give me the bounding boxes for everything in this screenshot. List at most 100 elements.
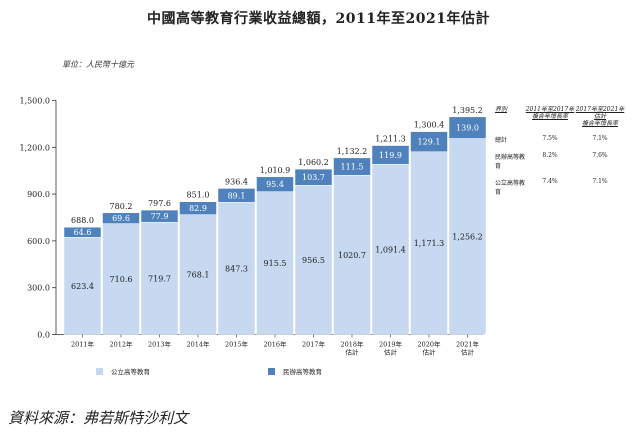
x-tick-label: 估計 — [346, 348, 360, 357]
x-tick-label: 2014年 — [186, 340, 210, 349]
x-tick-label: 估計 — [461, 348, 475, 357]
x-tick-label: 2016年 — [263, 340, 287, 349]
bar-private-label: 103.7 — [302, 173, 325, 182]
legend-private: 民辦高等教育 — [268, 366, 322, 376]
bar-public-label: 915.5 — [264, 259, 287, 268]
bar-public-label: 1,256.2 — [452, 233, 483, 242]
bar-public — [140, 221, 179, 335]
bar-private-label: 139.0 — [456, 124, 479, 133]
bar-private-label: 64.6 — [74, 228, 92, 237]
bar-total-label: 1,211.3 — [375, 135, 406, 144]
bar-public-label: 719.7 — [148, 274, 171, 283]
growth-row-cagr-b: 7.6% — [592, 152, 608, 159]
bar-public-label: 1,171.3 — [414, 239, 445, 248]
x-tick-label: 2017年 — [302, 340, 326, 349]
legend-private-label: 民辦高等教育 — [283, 368, 322, 376]
bar-private-label: 95.4 — [266, 180, 284, 189]
growth-header-line: 複合年增長率 — [531, 113, 568, 120]
bar-private-label: 119.9 — [379, 151, 402, 160]
bar-private-label: 77.9 — [151, 212, 169, 221]
legend-private-swatch — [268, 367, 275, 375]
growth-row-public: 公立高等教育 7.4% 7.1% — [495, 178, 625, 196]
x-tick-label: 2019年 — [379, 340, 403, 349]
legend-public-label: 公立高等教育 — [111, 368, 150, 376]
chart-title: 中國高等教育行業收益總額，2011年至2021年估計 — [147, 11, 490, 27]
bar-total-label: 1,060.2 — [298, 158, 329, 167]
bar-private — [371, 145, 410, 165]
bar-private — [140, 209, 179, 223]
x-tick-label: 2011年 — [71, 340, 95, 349]
bar-public — [217, 202, 256, 335]
growth-row-total: 總計 7.5% 7.1% — [495, 135, 625, 144]
bar-private — [63, 226, 102, 238]
growth-table-header: 界別 2011年至2017年 複合年增長率 2017年至2021年估計 複合年增… — [495, 106, 625, 127]
bar-total-label: 688.0 — [71, 216, 94, 225]
growth-row-cagr-b: 7.1% — [592, 178, 608, 185]
unit-label: 單位：人民幣十億元 — [62, 60, 134, 69]
bar-private — [256, 176, 294, 192]
bar-public-label: 847.3 — [225, 264, 248, 273]
bar-public-label: 1,091.4 — [375, 245, 406, 254]
bar-public — [333, 175, 371, 335]
x-tick-label: 2018年 — [340, 340, 364, 349]
bar-private-label: 82.9 — [189, 204, 207, 213]
bar-public — [63, 236, 102, 335]
bar-total-label: 797.6 — [148, 199, 171, 208]
bar-public — [256, 191, 294, 335]
bar-private — [410, 131, 448, 153]
bar-private — [294, 168, 333, 186]
bar-public — [448, 138, 487, 335]
bar-public-label: 956.5 — [302, 256, 325, 265]
growth-table: 界別 2011年至2017年 複合年增長率 2017年至2021年估計 複合年增… — [495, 106, 625, 204]
bar-public-label: 768.1 — [187, 271, 210, 280]
bar-public — [410, 151, 448, 335]
bar-private-label: 129.1 — [418, 138, 441, 147]
x-tick-label: 2012年 — [109, 340, 133, 349]
growth-row-cagr-a: 7.5% — [542, 135, 558, 142]
bar-total-label: 1,132.2 — [337, 147, 368, 156]
growth-row-label: 總計 — [495, 137, 508, 144]
source-note: 資料來源：弗若斯特沙利文 — [8, 409, 189, 427]
y-tick-label: 1,500.0 — [19, 97, 50, 106]
bar-total-label: 1,395.2 — [452, 106, 483, 115]
bar-public — [371, 163, 410, 335]
x-tick-label: 估計 — [384, 348, 398, 357]
bar-private — [102, 212, 140, 224]
growth-header-line: 2011年至2017年 — [525, 106, 575, 113]
growth-header-segment: 界別 — [495, 106, 508, 113]
x-tick-label: 2013年 — [148, 340, 172, 349]
y-tick-label: 300.0 — [27, 284, 50, 293]
bar-total-label: 780.2 — [110, 202, 133, 211]
growth-row-private: 民辦高等教育 8.2% 7.6% — [495, 152, 625, 170]
growth-header-cagr-2011-2017: 2011年至2017年 複合年增長率 — [525, 106, 575, 120]
bar-public — [179, 214, 217, 335]
bar-private-label: 89.1 — [228, 191, 246, 200]
growth-row-cagr-a: 8.2% — [542, 152, 558, 159]
growth-row-label: 民辦高等教育 — [495, 154, 526, 170]
bar-total-label: 851.0 — [187, 191, 210, 200]
y-tick-label: 0.0 — [37, 331, 50, 340]
legend-public-swatch — [96, 367, 103, 375]
bar-public-label: 710.6 — [110, 275, 133, 284]
x-tick-label: 2015年 — [225, 340, 249, 349]
legend-public: 公立高等教育 — [96, 366, 150, 376]
bar-total-label: 1,010.9 — [260, 166, 291, 175]
growth-row-label: 公立高等教育 — [495, 180, 526, 196]
growth-header-line: 2017年至2021年估計 — [575, 106, 625, 120]
bar-private — [333, 157, 371, 176]
growth-row-cagr-a: 7.4% — [542, 178, 558, 185]
bar-total-label: 936.4 — [225, 177, 248, 186]
growth-row-cagr-b: 7.1% — [592, 135, 608, 142]
bar-total-label: 1,300.4 — [414, 121, 445, 130]
x-tick-label: 估計 — [423, 348, 437, 357]
y-tick-label: 1,200.0 — [19, 143, 50, 152]
bar-private-label: 111.5 — [341, 163, 364, 172]
bar-public-label: 623.4 — [71, 282, 94, 291]
y-tick-label: 900.0 — [27, 190, 50, 199]
x-tick-label: 2020年 — [417, 340, 441, 349]
growth-header-line: 複合年增長率 — [581, 120, 618, 127]
bar-private — [448, 116, 487, 139]
bar-private — [179, 201, 217, 215]
x-tick-label: 2021年 — [456, 340, 480, 349]
